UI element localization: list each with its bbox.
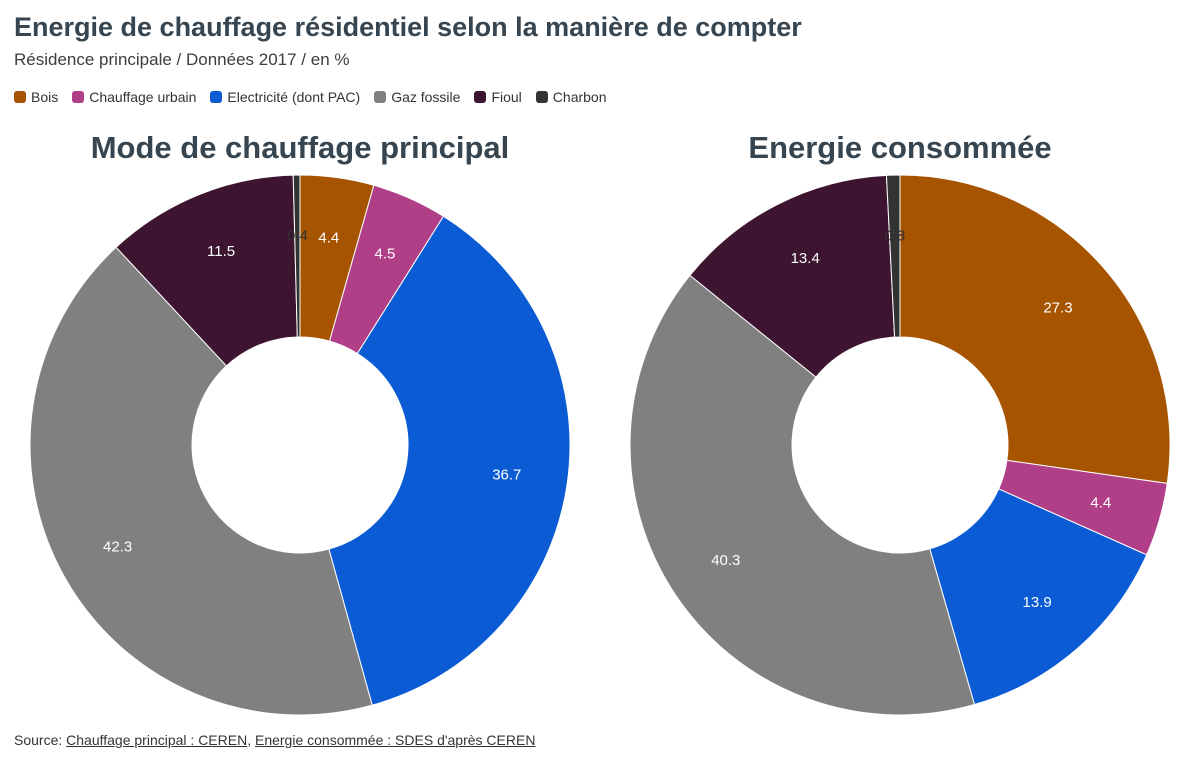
legend-swatch: [210, 91, 223, 103]
donut-chart-energie-consommee: 27.3 4.4 13.9 40.3 13.4 0.8: [629, 174, 1171, 716]
legend-label: Bois: [31, 89, 59, 105]
source-note: Source: Chauffage principal : CEREN, Ene…: [14, 732, 535, 748]
legend-label: Charbon: [552, 89, 607, 105]
slice-label-gaz-fossile: 42.3: [103, 539, 132, 556]
legend-item-bois[interactable]: Bois: [14, 89, 58, 105]
donut-slice-fioul[interactable]: [689, 174, 896, 378]
slice-label-bois: 27.3: [1043, 300, 1072, 317]
legend-item-chauffage-urbain[interactable]: Chauffage urbain: [72, 89, 196, 105]
slice-label-charbon: 0.8: [884, 228, 905, 245]
legend-item-electricite[interactable]: Electricité (dont PAC): [210, 89, 360, 105]
source-separator: ,: [247, 732, 255, 748]
chart-subtitle: Résidence principale / Données 2017 / en…: [14, 50, 350, 69]
legend-item-fioul[interactable]: Fioul: [474, 89, 522, 105]
donut-slice-gaz-fossile[interactable]: [629, 274, 976, 716]
source-link-sdes[interactable]: Energie consommée : SDES d'après CEREN: [254, 732, 536, 748]
chart-title: Energie de chauffage résidentiel selon l…: [14, 12, 802, 42]
slice-label-fioul: 11.5: [207, 243, 235, 260]
donut-slice-charbon[interactable]: [292, 174, 301, 338]
donut-slice-fioul[interactable]: [115, 174, 298, 367]
source-link-ceren[interactable]: Chauffage principal : CEREN: [66, 732, 248, 748]
legend-swatch: [474, 91, 487, 103]
legend-label: Chauffage urbain: [89, 89, 197, 105]
legend-swatch: [535, 91, 548, 103]
donut-slice-electricite[interactable]: [328, 215, 571, 706]
donut-title-chauffage-principal: Mode de chauffage principal: [90, 130, 510, 165]
legend: Bois Chauffage urbain Electricité (dont …: [14, 89, 607, 105]
legend-swatch: [14, 91, 26, 103]
donut-slice-bois[interactable]: [899, 174, 1171, 484]
slice-label-bois: 4.4: [318, 230, 339, 247]
donut-chart-chauffage-principal: 4.4 4.5 36.7 42.3 11.5 0.4: [29, 174, 571, 716]
slice-label-electricite: 36.7: [492, 467, 521, 484]
donut-slice-charbon[interactable]: [885, 174, 901, 338]
legend-label: Fioul: [491, 89, 522, 105]
slice-label-chauffage-urbain: 4.4: [1090, 494, 1111, 511]
legend-item-charbon[interactable]: Charbon: [535, 89, 607, 105]
legend-swatch: [72, 91, 85, 103]
donut-slice-gaz-fossile[interactable]: [29, 246, 373, 716]
slice-label-chauffage-urbain: 4.5: [375, 246, 396, 263]
legend-item-gaz-fossile[interactable]: Gaz fossile: [374, 89, 460, 105]
slice-label-fioul: 13.4: [791, 250, 820, 267]
donut-slice-electricite[interactable]: [929, 488, 1148, 706]
donut-title-energie-consommee: Energie consommée: [748, 130, 1052, 165]
legend-label: Electricité (dont PAC): [227, 89, 361, 105]
slice-label-gaz-fossile: 40.3: [711, 552, 740, 569]
legend-swatch: [374, 91, 387, 103]
slice-label-electricite: 13.9: [1023, 594, 1052, 611]
legend-label: Gaz fossile: [391, 89, 461, 105]
slice-label-charbon: 0.4: [287, 228, 308, 245]
source-prefix: Source:: [14, 732, 67, 748]
